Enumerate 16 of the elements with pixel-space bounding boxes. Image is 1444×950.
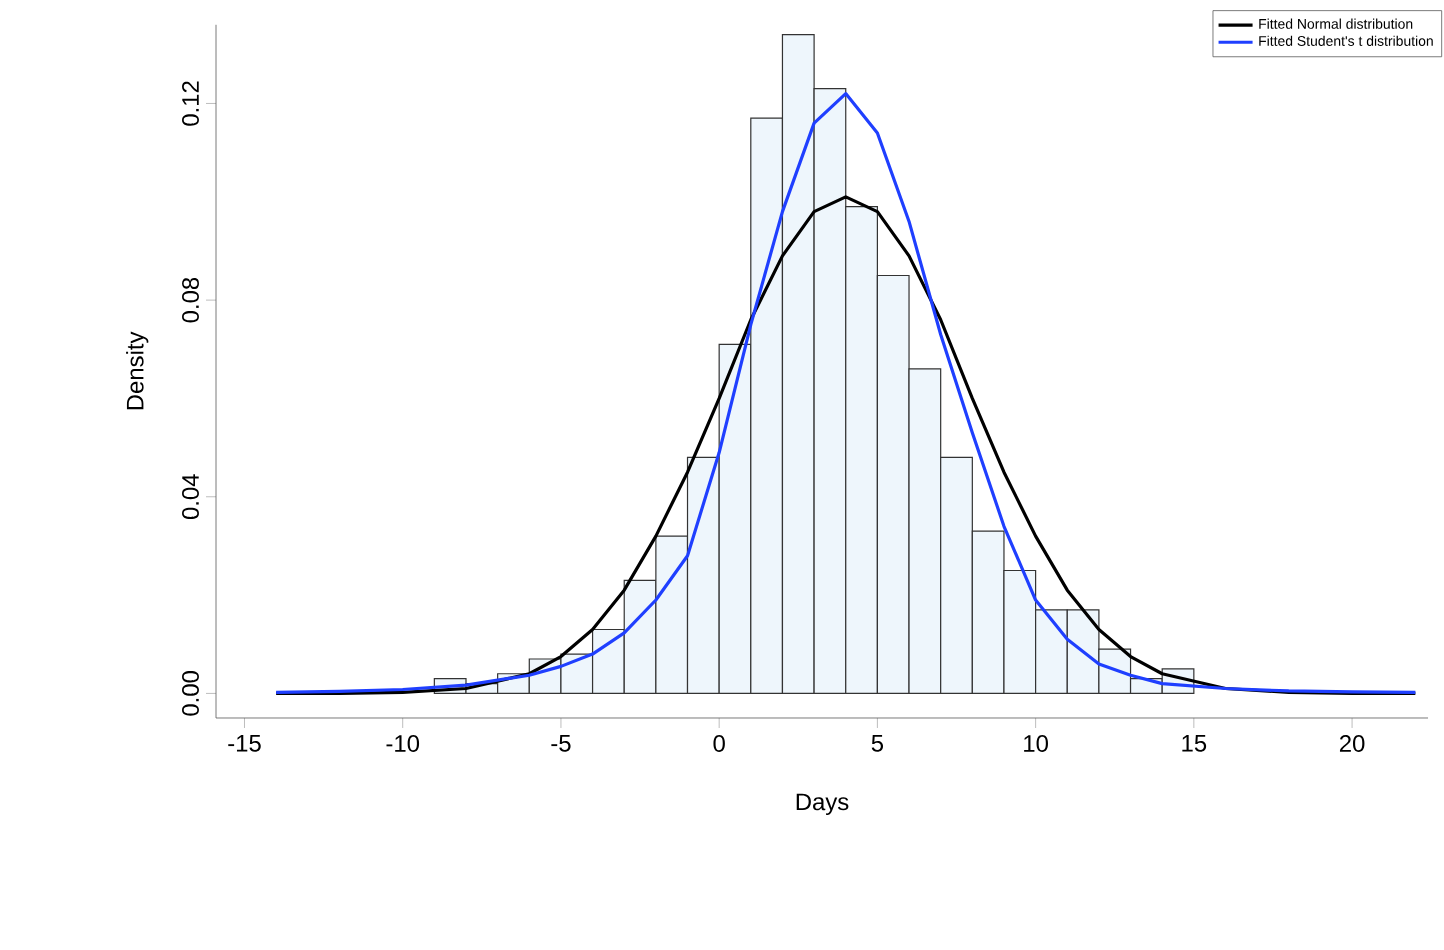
x-tick-label: 0 [713,735,725,752]
line-series [274,92,1417,695]
line-series [274,195,1417,696]
y-tick-label: 0.04 [182,474,199,520]
y-tick-label: 0.00 [182,671,199,716]
y-axis-title: Density [126,331,149,410]
x-tick-label: -15 [228,735,261,752]
y-tick-label: 0.08 [182,277,199,323]
x-tick-label: 15 [1182,735,1207,752]
x-tick-label: 10 [1024,735,1048,752]
x-tick-label: 5 [871,735,884,752]
x-tick-label: 20 [1339,735,1365,752]
x-tick-label: -10 [386,735,420,752]
x-axis-title: Days [796,793,849,816]
x-tick-label: -5 [551,735,571,752]
y-tick-label: 0.12 [182,81,199,126]
